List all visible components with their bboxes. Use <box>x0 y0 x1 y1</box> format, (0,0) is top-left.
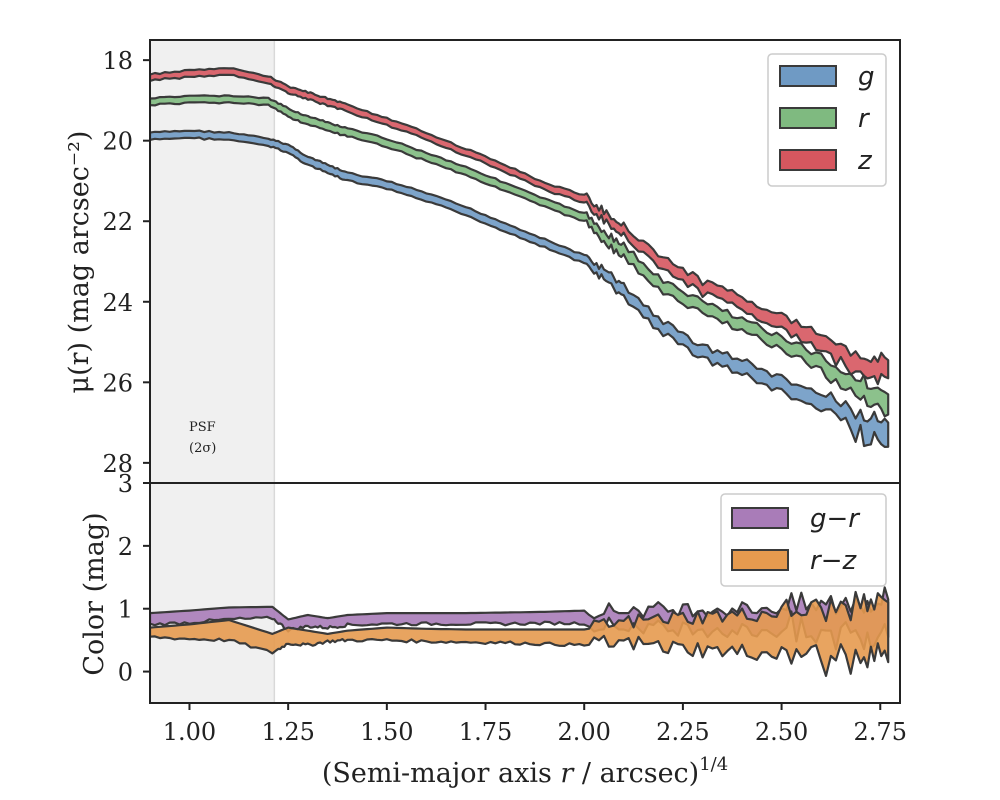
bottom-y-tick-label-2: 2 <box>118 533 133 561</box>
top-y-axis-title: μ(r) (mag arcsec⁻²) <box>64 131 95 394</box>
top-y-ticks: 18 20 22 24 26 28 <box>102 47 150 478</box>
top-y-tick-label-5: 28 <box>102 450 133 478</box>
top-y-tick-label-3: 24 <box>102 289 133 317</box>
x-ticks: 1.00 1.25 1.50 1.75 2.00 2.25 2.50 2.75 <box>163 703 907 746</box>
top-y-tick-label-2: 22 <box>102 208 133 236</box>
top-legend-swatch-2 <box>779 149 837 171</box>
top-y-tick-label-0: 18 <box>102 47 133 75</box>
profile-band-1 <box>150 94 890 418</box>
profile-band-0 <box>150 129 890 448</box>
x-axis-title: (Semi-major axis r / arcsec)1/4 <box>322 754 728 789</box>
top-legend-label-2: z <box>857 146 873 176</box>
top-legend-swatch-0 <box>779 65 837 87</box>
x-tick-label-3: 1.75 <box>459 718 512 746</box>
x-tick-label-0: 1.00 <box>163 718 216 746</box>
color-bands <box>150 586 890 677</box>
top-legend-label-1: r <box>858 104 871 134</box>
top-legend-swatch-1 <box>779 107 837 129</box>
x-tick-label-1: 1.25 <box>261 718 314 746</box>
x-tick-label-6: 2.50 <box>755 718 808 746</box>
psf-shaded-region <box>150 40 275 483</box>
bottom-y-ticks: 0 1 2 3 <box>118 470 150 687</box>
top-legend-label-0: g <box>858 62 875 92</box>
bottom-y-tick-label-3: 3 <box>118 470 133 498</box>
top-y-tick-label-1: 20 <box>102 128 133 156</box>
top-legend: grz <box>767 53 887 187</box>
bottom-y-tick-label-1: 1 <box>118 596 133 624</box>
x-axis-title-prefix: (Semi-major axis <box>322 758 561 789</box>
profile-bands <box>150 67 890 448</box>
x-axis-title-exponent: 1/4 <box>699 754 728 775</box>
bottom-plot-frame <box>149 482 901 704</box>
x-tick-label-7: 2.75 <box>854 718 907 746</box>
color-panel: 0 1 2 3 1.00 1.25 1.50 1.75 2.00 2.25 2.50 2.75 Co… <box>79 470 907 789</box>
profile-band-2 <box>150 67 890 386</box>
top-y-tick-label-4: 26 <box>102 369 133 397</box>
psf-shaded-region-bottom <box>150 483 275 703</box>
x-axis-title-var: r <box>560 758 575 789</box>
color-band-1 <box>150 590 890 677</box>
surface-brightness-panel: 18 20 22 24 26 28 PSF (2σ) μ(r) (mag arcsec⁻²… <box>64 39 901 484</box>
bottom-legend-swatch-0 <box>731 507 789 529</box>
x-tick-label-4: 2.00 <box>557 718 610 746</box>
bottom-legend-label-0: g−r <box>810 504 861 534</box>
psf-annotation-line1: PSF <box>189 420 216 435</box>
bottom-y-axis-title: Color (mag) <box>79 512 110 675</box>
x-tick-label-2: 1.50 <box>360 718 413 746</box>
bottom-y-tick-label-0: 0 <box>118 659 133 687</box>
x-tick-label-5: 2.25 <box>656 718 709 746</box>
x-axis-title-suffix: / arcsec) <box>573 758 699 789</box>
psf-annotation-line2: (2σ) <box>189 441 216 456</box>
bottom-legend-swatch-1 <box>731 549 789 571</box>
bottom-legend-label-1: r−z <box>810 546 857 576</box>
bottom-legend: g−r r−z <box>720 493 887 587</box>
